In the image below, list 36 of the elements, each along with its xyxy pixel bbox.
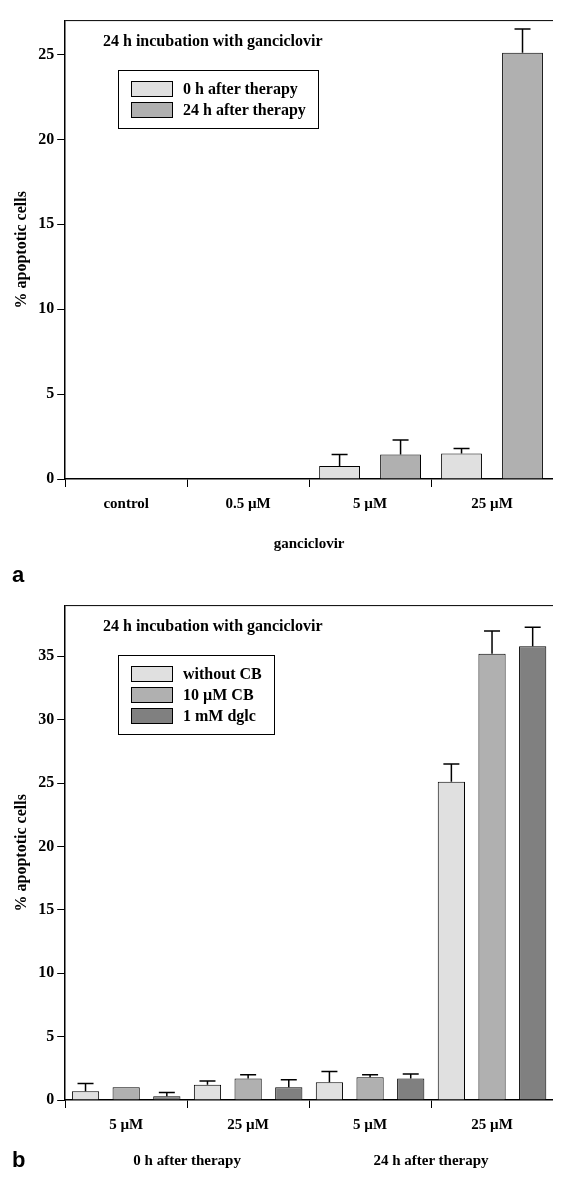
x-tick-label: 25 µM xyxy=(471,494,513,511)
text: 24 h incubation with ganciclovir xyxy=(103,32,323,50)
y-tick-label: 5 xyxy=(46,1026,55,1044)
y-tick-label: 20 xyxy=(38,836,55,854)
text: 24 h after therapy xyxy=(373,1152,490,1169)
text: 0 h after therapy xyxy=(133,1152,242,1169)
y-tick-label: 10 xyxy=(38,299,55,317)
legend-label: 24 h after therapy xyxy=(183,101,306,119)
y-axis-title: % apoptotic cells xyxy=(11,794,30,912)
x-tick-label: 0.5 µM xyxy=(225,494,271,511)
y-tick-label: 10 xyxy=(38,963,55,981)
x-tick-label: 5 µM xyxy=(353,1115,388,1132)
x-tick-label: control xyxy=(103,494,149,511)
x-axis-title: ganciclovir xyxy=(273,534,345,551)
x-tick-label: 5 µM xyxy=(353,494,388,511)
y-tick-label: 15 xyxy=(38,214,55,232)
x-tick-label: 5 µM xyxy=(109,1115,144,1132)
y-tick-label: 0 xyxy=(46,469,55,487)
y-tick-label: 5 xyxy=(46,384,55,402)
y-tick-label: 20 xyxy=(38,129,55,147)
y-tick-label: 35 xyxy=(38,646,55,664)
legend-label: 0 h after therapy xyxy=(183,80,298,98)
y-tick-label: 0 xyxy=(46,1090,55,1108)
text: b xyxy=(12,1147,26,1173)
legend-label: 1 mM dglc xyxy=(183,707,256,725)
legend-label: 10 µM CB xyxy=(183,686,254,704)
y-tick-label: 25 xyxy=(38,44,55,62)
y-tick-label: 30 xyxy=(38,709,55,727)
x-tick-label: 25 µM xyxy=(471,1115,513,1132)
legend-label: without CB xyxy=(183,665,262,683)
text: 24 h incubation with ganciclovir xyxy=(103,617,323,635)
y-tick-label: 25 xyxy=(38,773,55,791)
text: a xyxy=(12,562,25,588)
x-tick-label: 25 µM xyxy=(227,1115,269,1132)
y-tick-label: 15 xyxy=(38,899,55,917)
y-axis-title: % apoptotic cells xyxy=(11,191,30,309)
